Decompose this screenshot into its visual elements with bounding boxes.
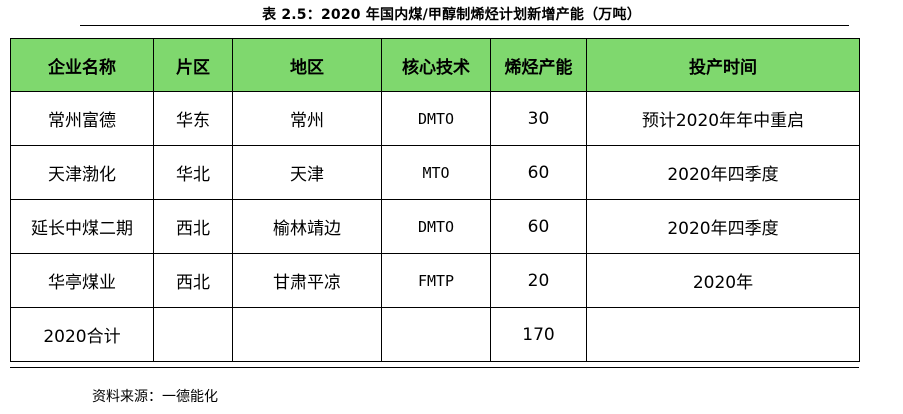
header-company: 企业名称 xyxy=(10,38,154,92)
capacity-table: 企业名称 片区 地区 核心技术 烯烃产能 投产时间 常州富德 华东 常州 DMT… xyxy=(10,38,860,362)
cell-capacity: 60 xyxy=(490,145,587,200)
cell-start-time: 2020年 xyxy=(586,253,860,308)
header-region: 地区 xyxy=(232,38,382,92)
header-zone: 片区 xyxy=(153,38,233,92)
header-start-time: 投产时间 xyxy=(586,38,860,92)
table-row: 延长中煤二期 西北 榆林靖边 DMTO 60 2020年四季度 xyxy=(10,199,860,254)
cell-zone xyxy=(153,307,233,362)
cell-capacity: 30 xyxy=(490,91,587,146)
header-capacity: 烯烃产能 xyxy=(490,38,587,92)
table-header-row: 企业名称 片区 地区 核心技术 烯烃产能 投产时间 xyxy=(10,38,860,92)
cell-company: 天津渤化 xyxy=(10,145,154,200)
cell-capacity: 60 xyxy=(490,199,587,254)
cell-region xyxy=(232,307,382,362)
source-note: 资料来源：一德能化 xyxy=(92,389,218,405)
cell-technology xyxy=(381,307,491,362)
cell-company: 华亭煤业 xyxy=(10,253,154,308)
caption-divider xyxy=(80,25,849,26)
cell-technology: MTO xyxy=(381,145,491,200)
table-caption: 表 2.5：2020 年国内煤/甲醇制烯烃计划新增产能（万吨） xyxy=(262,7,641,23)
table-bottom-divider xyxy=(10,367,859,368)
cell-company: 常州富德 xyxy=(10,91,154,146)
cell-zone: 西北 xyxy=(153,199,233,254)
cell-capacity: 20 xyxy=(490,253,587,308)
cell-technology: DMTO xyxy=(381,91,491,146)
cell-zone: 华北 xyxy=(153,145,233,200)
cell-total-label: 2020合计 xyxy=(10,307,154,362)
cell-technology: DMTO xyxy=(381,199,491,254)
cell-zone: 华东 xyxy=(153,91,233,146)
table-row: 天津渤化 华北 天津 MTO 60 2020年四季度 xyxy=(10,145,860,200)
cell-technology: FMTP xyxy=(381,253,491,308)
cell-start-time: 预计2020年年中重启 xyxy=(586,91,860,146)
cell-start-time: 2020年四季度 xyxy=(586,199,860,254)
table-total-row: 2020合计 170 xyxy=(10,307,860,362)
cell-region: 天津 xyxy=(232,145,382,200)
cell-start-time xyxy=(586,307,860,362)
table-row: 常州富德 华东 常州 DMTO 30 预计2020年年中重启 xyxy=(10,91,860,146)
cell-start-time: 2020年四季度 xyxy=(586,145,860,200)
cell-zone: 西北 xyxy=(153,253,233,308)
cell-region: 榆林靖边 xyxy=(232,199,382,254)
cell-total-capacity: 170 xyxy=(490,307,587,362)
table-row: 华亭煤业 西北 甘肃平凉 FMTP 20 2020年 xyxy=(10,253,860,308)
cell-company: 延长中煤二期 xyxy=(10,199,154,254)
cell-region: 甘肃平凉 xyxy=(232,253,382,308)
header-technology: 核心技术 xyxy=(381,38,491,92)
cell-region: 常州 xyxy=(232,91,382,146)
